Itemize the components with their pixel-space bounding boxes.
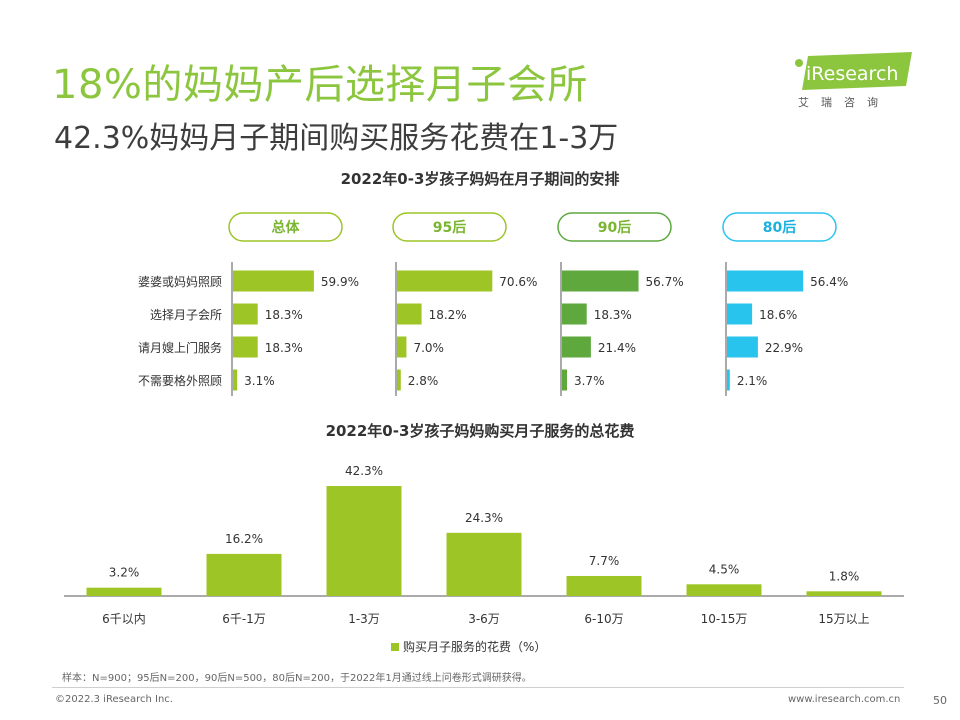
bar bbox=[727, 303, 753, 325]
bar bbox=[446, 532, 522, 596]
bar bbox=[562, 369, 567, 391]
copyright: ©2022.3 iResearch Inc. bbox=[55, 694, 173, 705]
bar bbox=[562, 303, 587, 325]
bar bbox=[686, 584, 762, 596]
x-tick-label: 15万以上 bbox=[818, 612, 869, 626]
bar bbox=[727, 270, 804, 292]
category-label: 请月嫂上门服务 bbox=[138, 340, 222, 355]
logo-badge-icon: iResearch bbox=[795, 52, 912, 90]
bar-value-label: 18.2% bbox=[429, 308, 467, 322]
x-tick-label: 1-3万 bbox=[348, 612, 380, 626]
category-label: 婆婆或妈妈照顾 bbox=[138, 275, 222, 289]
bar-value-label: 3.2% bbox=[109, 566, 140, 580]
logo-wordmark: iResearch bbox=[806, 63, 898, 85]
bar-value-label: 21.4% bbox=[598, 341, 636, 355]
bar-value-label: 3.7% bbox=[574, 374, 605, 388]
bar bbox=[397, 303, 422, 325]
bar-value-label: 18.3% bbox=[265, 308, 303, 322]
footer-divider bbox=[52, 687, 904, 688]
bar-value-label: 7.0% bbox=[413, 341, 444, 355]
bar bbox=[566, 575, 642, 596]
bar bbox=[233, 369, 238, 391]
bar-value-label: 1.8% bbox=[829, 569, 860, 583]
bar-value-label: 59.9% bbox=[321, 275, 359, 289]
x-tick-label: 6千-1万 bbox=[222, 612, 266, 626]
iresearch-logo: iResearch 艾瑞咨询 bbox=[790, 50, 920, 112]
x-tick-label: 6千以内 bbox=[102, 612, 146, 626]
logo-chinese-name: 艾瑞咨询 bbox=[798, 96, 890, 109]
bar bbox=[233, 336, 258, 358]
x-tick-label: 3-6万 bbox=[468, 612, 500, 626]
group-pill-label: 80后 bbox=[763, 219, 796, 236]
bar bbox=[397, 369, 401, 391]
x-tick-label: 10-15万 bbox=[701, 612, 748, 626]
bar-value-label: 18.3% bbox=[265, 341, 303, 355]
category-label: 选择月子会所 bbox=[150, 308, 222, 322]
group-pill bbox=[722, 212, 837, 242]
bar-value-label: 18.6% bbox=[759, 308, 797, 322]
x-tick-label: 6-10万 bbox=[584, 612, 623, 626]
bar-value-label: 2.8% bbox=[408, 374, 439, 388]
bar-value-label: 56.7% bbox=[646, 275, 684, 289]
bar-value-label: 42.3% bbox=[345, 464, 383, 478]
group-pill-label: 90后 bbox=[598, 219, 631, 236]
category-label: 不需要格外照顾 bbox=[138, 373, 222, 388]
website: www.iresearch.com.cn bbox=[788, 694, 901, 705]
sample-note: 样本：N=900；95后N=200，90后N=500，80后N=200，于202… bbox=[62, 673, 532, 684]
spending-bar-chart: 3.2% 6千以内 16.2% 6千-1万 42.3% 1-3万 24.3% 3-6万 7.7%… bbox=[64, 464, 904, 654]
bar-value-label: 22.9% bbox=[765, 341, 803, 355]
bar bbox=[86, 587, 162, 596]
bar-value-label: 18.3% bbox=[594, 308, 632, 322]
bar bbox=[727, 369, 730, 391]
bar-value-label: 16.2% bbox=[225, 532, 263, 546]
bar bbox=[233, 303, 258, 325]
group-pill bbox=[228, 212, 343, 242]
bar bbox=[233, 270, 314, 292]
bar-value-label: 3.1% bbox=[244, 374, 275, 388]
bar bbox=[397, 270, 493, 292]
legend-swatch bbox=[391, 643, 399, 651]
bar bbox=[206, 553, 282, 596]
bar bbox=[562, 270, 639, 292]
page-number: 50 bbox=[933, 694, 947, 707]
group-pill-label: 总体 bbox=[272, 219, 301, 236]
bar-value-label: 2.1% bbox=[737, 374, 768, 388]
bar-value-label: 4.5% bbox=[709, 562, 740, 576]
chart1-title: 2022年0-3岁孩子妈妈在月子期间的安排 bbox=[340, 170, 620, 188]
bar-value-label: 70.6% bbox=[499, 275, 537, 289]
page-subtitle: 42.3%妈妈月子期间购买服务花费在1-3万 bbox=[54, 121, 619, 156]
bar bbox=[326, 486, 402, 596]
group-pill bbox=[557, 212, 672, 242]
bar bbox=[397, 336, 407, 358]
legend-label: 购买月子服务的花费（%） bbox=[403, 639, 546, 654]
group-pill-label: 95后 bbox=[433, 219, 466, 236]
bar bbox=[727, 336, 758, 358]
group-pill bbox=[392, 212, 507, 242]
page-title: 18%的妈妈产后选择月子会所 bbox=[52, 62, 588, 108]
bar-value-label: 7.7% bbox=[589, 554, 620, 568]
bar bbox=[562, 336, 591, 358]
bar-value-label: 56.4% bbox=[810, 275, 848, 289]
bar-value-label: 24.3% bbox=[465, 511, 503, 525]
chart2-title: 2022年0-3岁孩子妈妈购买月子服务的总花费 bbox=[325, 422, 635, 440]
bar bbox=[806, 591, 882, 596]
